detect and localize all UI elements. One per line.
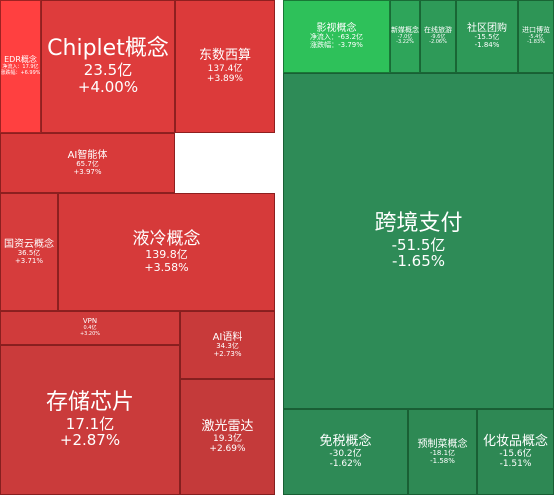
tile-dongshu[interactable]: 东数西算 137.4亿 +3.89% xyxy=(175,0,275,133)
tile-label: 跨境支付 xyxy=(374,210,463,236)
tile-change: -1.84% xyxy=(474,41,500,50)
tile-yeleng[interactable]: 液冷概念 139.8亿 +3.58% xyxy=(58,193,275,311)
tile-value: -5.4亿 xyxy=(528,33,544,40)
tile-change: +2.69% xyxy=(209,444,246,455)
tile-label: 存储芯片 xyxy=(45,389,134,415)
tile-change: +2.87% xyxy=(59,431,121,450)
tile-value: 0.4亿 xyxy=(83,325,97,332)
tile-xinmei[interactable]: 新媒概念 -7.0亿 -3.22% xyxy=(390,0,420,73)
tile-label: 东数西算 xyxy=(198,48,251,64)
tile-change: -1.65% xyxy=(391,252,446,271)
tile-chiplet[interactable]: Chiplet概念 23.5亿 +4.00% xyxy=(41,0,175,133)
tile-change: +3.20% xyxy=(79,330,101,337)
tile-shequ[interactable]: 社区团购 -15.5亿 -1.84% xyxy=(456,0,518,73)
tile-jiguang[interactable]: 激光雷达 19.3亿 +2.69% xyxy=(180,379,275,495)
tile-value: -18.1亿 xyxy=(429,448,456,457)
tile-label: Chiplet概念 xyxy=(47,36,169,62)
tile-ai-yuliao[interactable]: AI语料 34.3亿 +2.73% xyxy=(180,311,275,379)
tile-change: +4.00% xyxy=(77,77,139,96)
tile-zaixian[interactable]: 在线旅游 -9.6亿 -2.06% xyxy=(420,0,456,73)
tile-change: +3.89% xyxy=(206,73,244,84)
tile-label: 化妆品概念 xyxy=(482,433,548,449)
tile-label: VPN xyxy=(82,317,98,326)
tile-change: -1.51% xyxy=(499,459,532,470)
tile-huazhuang[interactable]: 化妆品概念 -15.6亿 -1.51% xyxy=(477,409,554,495)
tile-change: -2.06% xyxy=(429,39,447,46)
panel-gap xyxy=(275,0,283,495)
tile-label: 国资云概念 xyxy=(4,238,54,250)
tile-value: -51.5亿 xyxy=(391,235,446,254)
tile-guozi[interactable]: 国资云概念 36.5亿 +3.71% xyxy=(0,193,58,311)
tile-vpn[interactable]: VPN 0.4亿 +3.20% xyxy=(0,311,180,345)
tile-value: 19.3亿 xyxy=(212,434,243,445)
tile-label: 影视概念 xyxy=(316,23,357,35)
tile-label: 进口博览 xyxy=(522,25,550,34)
tile-value: 137.4亿 xyxy=(207,63,243,74)
tile-jinkou[interactable]: 进口博览 -5.4亿 -1.83% xyxy=(518,0,554,73)
tile-change: +3.58% xyxy=(144,260,189,274)
tile-value: 139.8亿 xyxy=(145,248,188,262)
tile-mianshui[interactable]: 免税概念 -30.2亿 -1.62% xyxy=(283,409,408,495)
tile-yuzhi[interactable]: 预制菜概念 -18.1亿 -1.58% xyxy=(408,409,477,495)
tile-change: -1.83% xyxy=(527,39,545,46)
tile-kuajing[interactable]: 跨境支付 -51.5亿 -1.65% xyxy=(283,73,554,409)
tile-value: 23.5亿 xyxy=(83,61,133,80)
tile-value: -7.0亿 xyxy=(397,33,413,40)
tile-yingshi[interactable]: 影视概念 净流入：-63.2亿 涨跌幅：-3.79% xyxy=(283,0,390,73)
tile-change: +2.73% xyxy=(213,349,242,358)
tile-ai-zhineng[interactable]: AI智能体 65.7亿 +3.97% xyxy=(0,133,175,193)
tile-change: -1.62% xyxy=(329,459,362,470)
tile-label: 新媒概念 xyxy=(391,25,419,34)
tile-label: 在线旅游 xyxy=(424,25,452,34)
tile-label: 社区团购 xyxy=(467,23,507,35)
tile-value: 净流入：17.9亿 xyxy=(2,64,39,71)
tile-label: 预制菜概念 xyxy=(417,438,468,450)
tile-change: -1.58% xyxy=(430,456,455,465)
tile-label: 液冷概念 xyxy=(132,229,201,250)
tile-value: 17.1亿 xyxy=(65,414,115,433)
tile-value: -15.6亿 xyxy=(499,449,532,460)
tile-edr[interactable]: EDR概念 净流入：17.9亿 涨跌幅：+6.99% xyxy=(0,0,41,133)
tile-label: 激光雷达 xyxy=(201,418,254,434)
tile-value: 净流入：-63.2亿 xyxy=(309,33,364,42)
tile-change: 涨跌幅：-3.79% xyxy=(310,41,363,50)
tile-change: +3.71% xyxy=(14,256,44,265)
tile-value: 65.7亿 xyxy=(76,159,99,168)
tile-cunchu[interactable]: 存储芯片 17.1亿 +2.87% xyxy=(0,345,180,495)
tile-label: 免税概念 xyxy=(319,433,372,449)
tile-value: 36.5亿 xyxy=(17,248,41,257)
tile-change: -3.22% xyxy=(396,39,414,46)
tile-value: -9.6亿 xyxy=(430,33,446,40)
tile-change: +3.97% xyxy=(73,167,102,176)
tile-value: -30.2亿 xyxy=(329,449,362,460)
tile-label: EDR概念 xyxy=(4,55,37,65)
tile-value: 34.3亿 xyxy=(216,341,239,350)
tile-label: AI语料 xyxy=(212,331,243,343)
tile-change: 涨跌幅：+6.99% xyxy=(0,69,41,76)
tile-label: AI智能体 xyxy=(67,149,108,161)
tile-value: -15.5亿 xyxy=(474,33,500,42)
